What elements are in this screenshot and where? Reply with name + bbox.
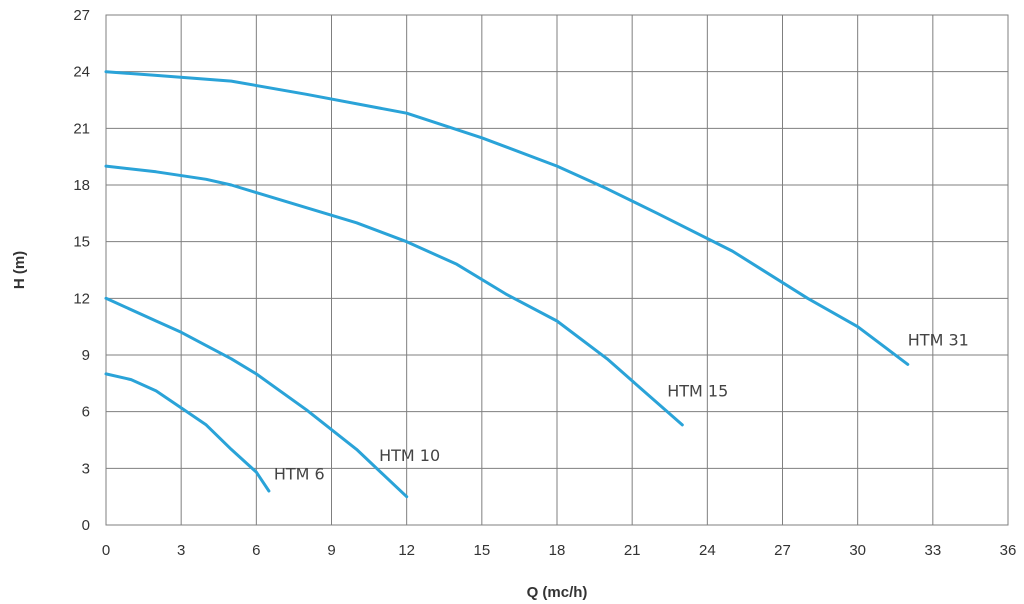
series-labels: HTM 6 HTM 10 HTM 15 HTM 31 xyxy=(274,331,969,484)
x-tick-label: 18 xyxy=(549,542,566,559)
series-line-htm-15 xyxy=(104,164,684,427)
x-tick-label: 6 xyxy=(252,542,260,559)
x-tick-label: 27 xyxy=(774,542,791,559)
y-tick-label: 21 xyxy=(73,120,90,137)
series-line-htm-10 xyxy=(104,296,409,499)
x-tick-label: 3 xyxy=(177,542,185,559)
x-tick-label: 0 xyxy=(102,542,110,559)
y-tick-labels: 0 3 6 9 12 15 18 21 24 27 xyxy=(73,7,90,534)
x-tick-label: 33 xyxy=(924,542,941,559)
x-tick-label: 9 xyxy=(327,542,335,559)
x-tick-label: 24 xyxy=(699,542,716,559)
y-tick-label: 6 xyxy=(82,404,90,421)
y-tick-label: 3 xyxy=(82,460,90,477)
y-tick-label: 0 xyxy=(82,517,90,534)
y-tick-label: 18 xyxy=(73,177,90,194)
series-line-htm-6 xyxy=(104,372,271,493)
y-tick-label: 27 xyxy=(73,7,90,24)
grid-lines xyxy=(105,14,1009,526)
x-tick-label: 36 xyxy=(1000,542,1017,559)
x-tick-label: 15 xyxy=(473,542,490,559)
x-axis-title: Q (mc/h) xyxy=(527,584,588,601)
x-tick-label: 30 xyxy=(849,542,866,559)
series-label: HTM 10 xyxy=(379,446,440,465)
series-label: HTM 6 xyxy=(274,465,325,484)
series-curves xyxy=(104,70,910,499)
x-tick-label: 21 xyxy=(624,542,641,559)
y-tick-label: 15 xyxy=(73,234,90,251)
x-tick-label: 12 xyxy=(398,542,415,559)
series-label: HTM 31 xyxy=(908,331,969,350)
y-tick-label: 24 xyxy=(73,64,90,81)
series-line-htm-31 xyxy=(104,70,910,366)
series-label: HTM 15 xyxy=(667,382,728,401)
y-tick-label: 9 xyxy=(82,347,90,364)
y-tick-label: 12 xyxy=(73,290,90,307)
y-axis-title: H (m) xyxy=(11,251,28,289)
plot-frame xyxy=(105,14,1009,526)
x-tick-labels: 0 3 6 9 12 15 18 21 24 27 30 33 36 xyxy=(102,542,1017,559)
